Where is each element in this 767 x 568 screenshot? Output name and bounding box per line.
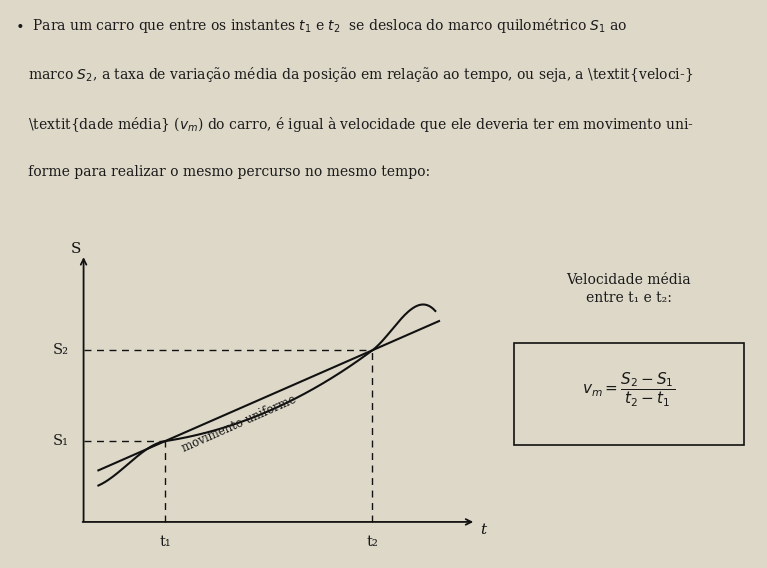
- Text: t₁: t₁: [160, 534, 171, 549]
- Text: t: t: [480, 523, 486, 537]
- Text: t₂: t₂: [367, 534, 378, 549]
- Text: S₁: S₁: [53, 434, 69, 448]
- Text: Velocidade média
entre t₁ e t₂:: Velocidade média entre t₁ e t₂:: [567, 273, 691, 305]
- Text: marco $S_2$, a taxa de variação média da posição em relação ao tempo, ou seja, a: marco $S_2$, a taxa de variação média da…: [15, 65, 693, 84]
- FancyBboxPatch shape: [514, 343, 744, 445]
- Text: S: S: [71, 243, 81, 256]
- Text: $\bullet$  Para um carro que entre os instantes $t_1$ e $t_2$  se desloca do mar: $\bullet$ Para um carro que entre os ins…: [15, 16, 628, 35]
- Text: forme para realizar o mesmo percurso no mesmo tempo:: forme para realizar o mesmo percurso no …: [15, 165, 430, 178]
- Text: S₂: S₂: [53, 343, 69, 357]
- Text: movimento uniforme: movimento uniforme: [180, 393, 298, 455]
- Text: \textit{dade média} ($v_m$) do carro, é igual à velocidade que ele deveria ter e: \textit{dade média} ($v_m$) do carro, é …: [15, 115, 694, 134]
- Text: $v_m = \dfrac{S_2 - S_1}{t_2 - t_1}$: $v_m = \dfrac{S_2 - S_1}{t_2 - t_1}$: [582, 371, 676, 410]
